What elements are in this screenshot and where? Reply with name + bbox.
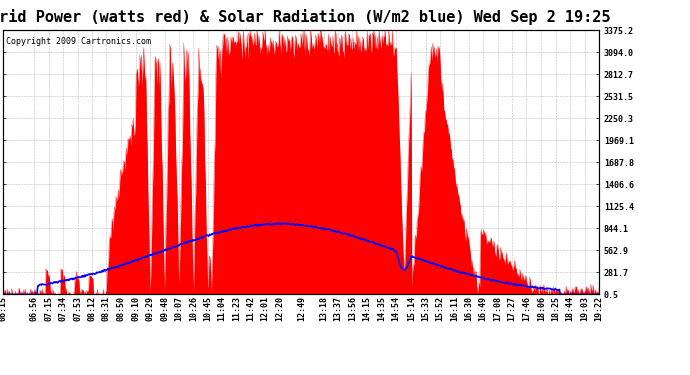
Text: Copyright 2009 Cartronics.com: Copyright 2009 Cartronics.com xyxy=(6,37,151,46)
Text: Grid Power (watts red) & Solar Radiation (W/m2 blue) Wed Sep 2 19:25: Grid Power (watts red) & Solar Radiation… xyxy=(0,9,611,26)
